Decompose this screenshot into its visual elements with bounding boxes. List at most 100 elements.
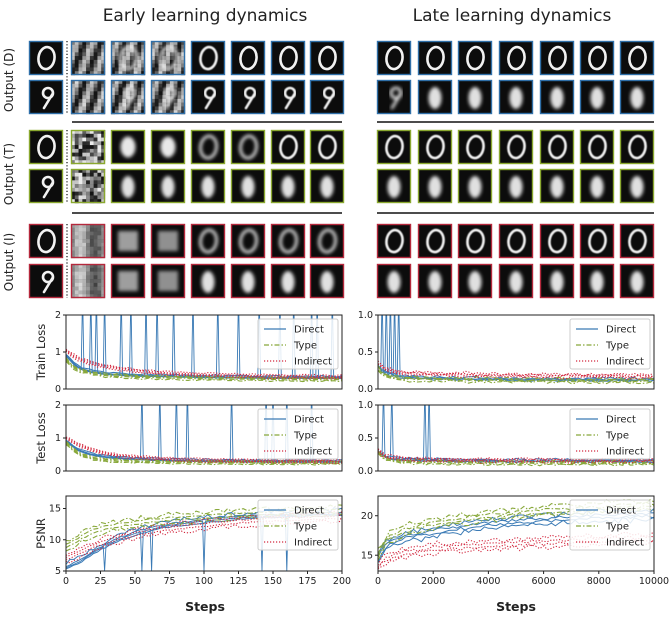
digit-glyph — [507, 134, 526, 160]
noise-cell — [89, 52, 94, 57]
late-thumbnail — [579, 40, 615, 76]
noise-cell — [169, 56, 174, 61]
thumbnail-border — [110, 223, 146, 259]
noise-cell — [71, 110, 75, 115]
row-label-indirect: Output (I) — [2, 233, 16, 291]
noise-cell — [89, 235, 94, 240]
noise-cell — [137, 80, 142, 84]
thumbnail-border — [417, 79, 453, 115]
noise-cell — [93, 67, 98, 72]
noise-cell — [101, 264, 106, 268]
noise-cell — [111, 71, 115, 76]
thumbnail-border — [417, 263, 453, 299]
noise-cell — [118, 98, 123, 103]
noise-cell — [133, 83, 138, 88]
noise-cell — [89, 187, 94, 192]
noise-cell — [137, 59, 142, 64]
legend-box — [257, 499, 339, 551]
noise-cell — [89, 106, 94, 111]
noise-cell — [74, 152, 79, 157]
noise-cell — [86, 87, 91, 92]
noise-cell — [169, 106, 174, 111]
noise-cell — [71, 160, 75, 165]
noise-cell — [82, 246, 87, 251]
noise-cell — [129, 83, 134, 88]
y-tick-label: 0.5 — [358, 433, 373, 444]
noise-cell — [78, 110, 83, 115]
thumbnail-border — [110, 40, 146, 76]
series-line-indirect — [66, 437, 342, 463]
noise-cell — [129, 91, 134, 96]
noise-cell — [78, 63, 83, 68]
noise-cell — [101, 148, 106, 153]
noise-cell — [78, 41, 83, 45]
early-thumbnail — [28, 223, 64, 259]
noise-cell — [89, 110, 94, 115]
noise-cell — [82, 102, 87, 107]
noise-cell — [141, 52, 146, 57]
thumbnail-border — [309, 168, 345, 204]
digit-glyph — [628, 228, 647, 254]
series-line-indirect — [66, 514, 342, 559]
legend-box — [257, 318, 339, 370]
noise-cell — [86, 242, 91, 247]
noise-cell — [97, 282, 102, 287]
noise-cell — [71, 271, 75, 276]
noise-cell — [141, 56, 146, 61]
noise-cell — [89, 56, 94, 61]
noise-cell — [89, 286, 94, 291]
digit-glyph — [428, 176, 442, 198]
noise-cell — [129, 48, 134, 53]
noise-cell — [101, 235, 106, 240]
noise-cell — [74, 227, 79, 232]
noise-cell — [97, 83, 102, 88]
noise-cell — [71, 267, 75, 272]
noise-cell — [78, 156, 83, 161]
noise-cell — [89, 63, 94, 68]
noise-cell — [78, 71, 83, 76]
noise-cell — [74, 235, 79, 240]
noise-cell — [93, 176, 98, 181]
noise-cell — [74, 246, 79, 251]
noise-cell — [101, 271, 106, 276]
noise-cell — [93, 294, 98, 299]
digit-blob — [281, 271, 295, 293]
noise-cell — [89, 239, 94, 244]
noise-cell — [97, 294, 102, 299]
legend: Direct Type Indirect — [569, 499, 651, 551]
thumbnail-border — [230, 263, 266, 299]
noise-cell — [169, 48, 174, 53]
noise-cell — [74, 294, 79, 299]
noise-cell — [74, 137, 79, 142]
noise-cell — [74, 176, 79, 181]
series-line-indirect — [378, 363, 654, 380]
noise-cell — [122, 41, 127, 45]
noise-cell — [129, 41, 134, 45]
noise-cell — [101, 56, 106, 61]
noise-cell — [93, 98, 98, 103]
digit-blob — [468, 176, 482, 198]
noise-cell — [97, 130, 102, 134]
square-blur — [118, 271, 138, 291]
noise-cell — [86, 169, 91, 173]
digit-zero — [426, 45, 445, 71]
noise-cell — [71, 184, 75, 189]
noise-cell — [101, 199, 106, 204]
noise-cell — [151, 44, 155, 49]
image-row-i-9 — [28, 263, 655, 299]
noise-cell — [129, 71, 134, 76]
noise-cell — [97, 279, 102, 284]
noise-cell — [158, 41, 163, 45]
x-tick-label: 50 — [129, 576, 141, 587]
noise-cell — [169, 59, 174, 64]
thumbnail-border — [190, 263, 226, 299]
noise-cell — [114, 87, 119, 92]
noise-cell — [93, 41, 98, 45]
series-line-type — [378, 370, 654, 385]
noise-cell — [114, 71, 119, 76]
digit-zero — [385, 45, 404, 71]
noise-cell — [151, 63, 155, 68]
noise-cell — [101, 110, 106, 115]
noise-cell — [111, 48, 115, 53]
late-thumbnail — [539, 40, 575, 76]
